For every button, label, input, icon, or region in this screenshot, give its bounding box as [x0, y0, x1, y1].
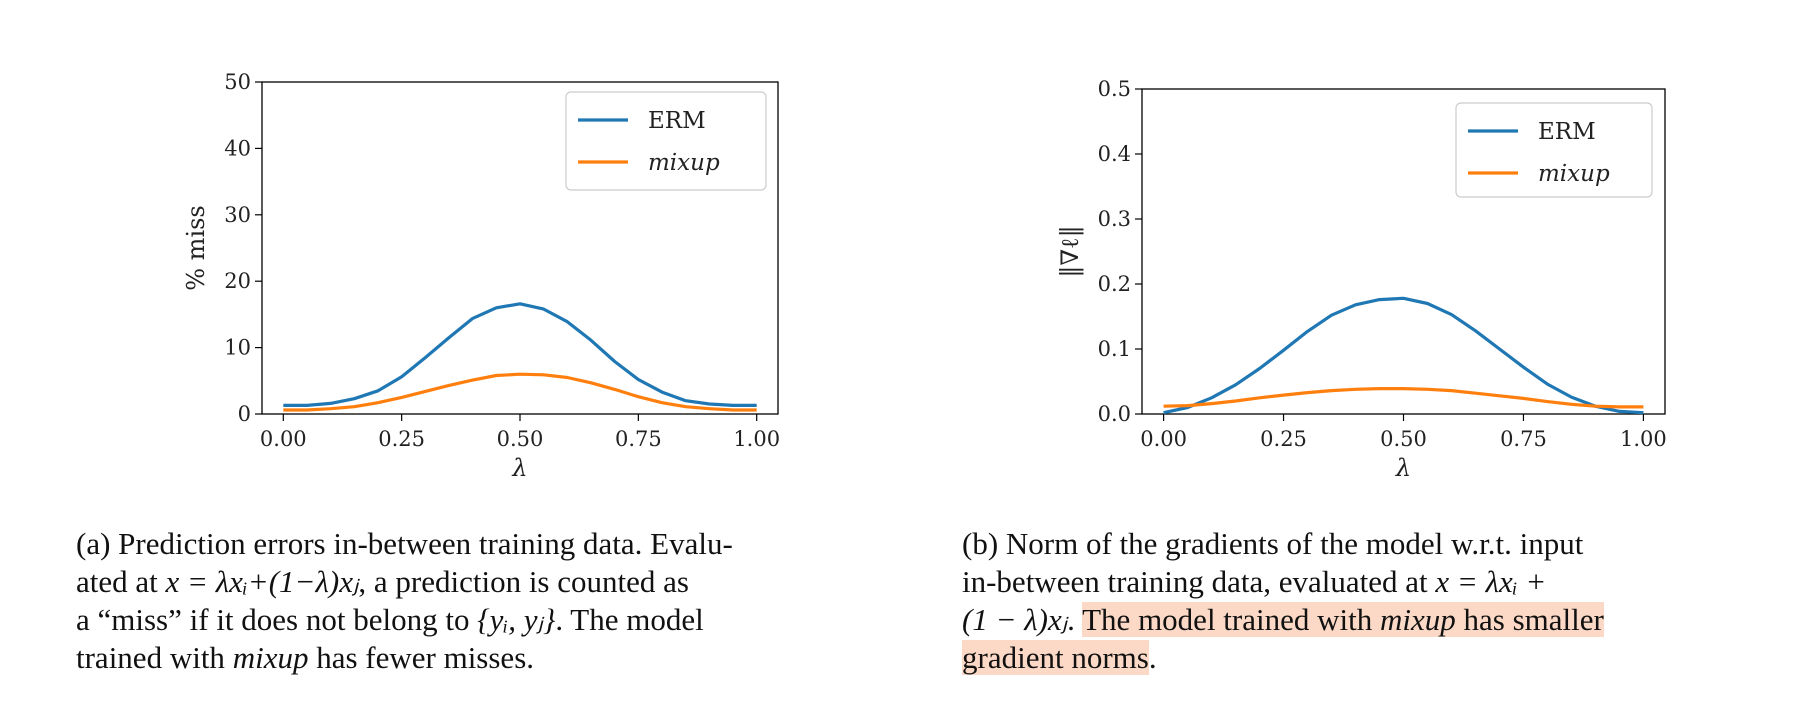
x-tick-label: 0.50 — [1380, 427, 1427, 451]
caption-b-formula-cont: (1 − λ)xⱼ — [962, 602, 1068, 637]
y-axis-label: % miss — [182, 205, 210, 291]
caption-b-line4-post: . — [1148, 640, 1157, 675]
y-tick-label: 0.2 — [1098, 272, 1131, 296]
caption-a-mixup: mixup — [232, 640, 309, 675]
y-tick-label: 30 — [224, 203, 251, 227]
y-tick-label: 0.3 — [1098, 207, 1131, 231]
caption-a: (a) Prediction errors in-between trainin… — [76, 525, 906, 677]
caption-a-line2-post: , a prediction is counted as — [358, 564, 689, 599]
x-tick-label: 1.00 — [1620, 427, 1667, 451]
y-tick-label: 40 — [224, 136, 251, 160]
y-tick-label: 0.1 — [1098, 337, 1131, 361]
y-tick-label: 50 — [224, 70, 251, 94]
x-axis-label: λ — [511, 454, 527, 482]
x-tick-label: 0.25 — [1260, 427, 1307, 451]
y-tick-label: 10 — [224, 336, 251, 360]
caption-b-line3-post: . — [1067, 602, 1083, 637]
x-tick-label: 0.25 — [378, 427, 425, 451]
legend-label-erm: ERM — [1538, 119, 1596, 145]
caption-b-hl-post: has smaller — [1455, 602, 1604, 637]
caption-b-line2-pre: in-between training data, evaluated at — [962, 564, 1436, 599]
caption-b-mixup: mixup — [1380, 602, 1456, 637]
caption-a-line3-post: . The model — [555, 602, 704, 637]
x-tick-label: 0.50 — [497, 427, 544, 451]
legend-label-mixup: mixup — [1538, 161, 1610, 187]
y-tick-label: 0.4 — [1098, 142, 1131, 166]
caption-b-hl-pre: The model trained with — [1082, 602, 1380, 637]
series-line-erm — [1163, 296, 1644, 415]
legend-label-mixup: mixup — [648, 150, 720, 176]
series-line-mixup — [283, 372, 757, 412]
caption-b-highlight-1: The model trained with mixup has smaller — [1082, 602, 1604, 637]
legend-label-erm: ERM — [648, 108, 706, 134]
x-tick-label: 0.75 — [615, 427, 662, 451]
caption-a-line4-pre: trained with — [76, 640, 233, 675]
caption-b: (b) Norm of the gradients of the model w… — [962, 525, 1792, 677]
x-tick-label: 0.75 — [1500, 427, 1547, 451]
caption-a-line2-pre: ated at — [76, 564, 166, 599]
x-axis-label: λ — [1395, 454, 1411, 482]
y-tick-label: 20 — [224, 269, 251, 293]
y-tick-label: 0.5 — [1098, 77, 1131, 101]
series-line-mixup — [1163, 387, 1644, 409]
caption-a-formula: x = λxᵢ+(1−λ)xⱼ — [165, 564, 359, 599]
legend-box — [565, 91, 767, 191]
caption-b-formula: x = λxᵢ + — [1435, 564, 1547, 599]
x-tick-label: 1.00 — [733, 427, 780, 451]
caption-b-highlight-2: gradient norms — [962, 640, 1149, 675]
caption-a-line3-pre: a “miss” if it does not belong to — [76, 602, 478, 637]
x-tick-label: 0.00 — [1140, 427, 1187, 451]
caption-b-line1: (b) Norm of the gradients of the model w… — [962, 526, 1584, 561]
caption-a-line1: (a) Prediction errors in-between trainin… — [76, 526, 733, 561]
caption-a-line4-post: has fewer misses. — [308, 640, 535, 675]
y-tick-label: 0 — [238, 402, 251, 426]
y-tick-label: 0.0 — [1098, 402, 1131, 426]
chart-a: 0.00 0.25 0.50 0.75 1.00 0 10 20 30 40 50 λ % miss ER… — [182, 70, 780, 482]
chart-b: 0.00 0.25 0.50 0.75 1.00 0.0 0.1 0.2 0.3 0.4 0.5 λ ‖… — [1056, 77, 1667, 482]
y-axis-label: ‖∇ℓ‖ — [1056, 225, 1085, 277]
caption-a-set: {yᵢ, yⱼ} — [477, 602, 556, 637]
x-tick-label: 0.00 — [260, 427, 307, 451]
series-line-erm — [283, 302, 757, 407]
